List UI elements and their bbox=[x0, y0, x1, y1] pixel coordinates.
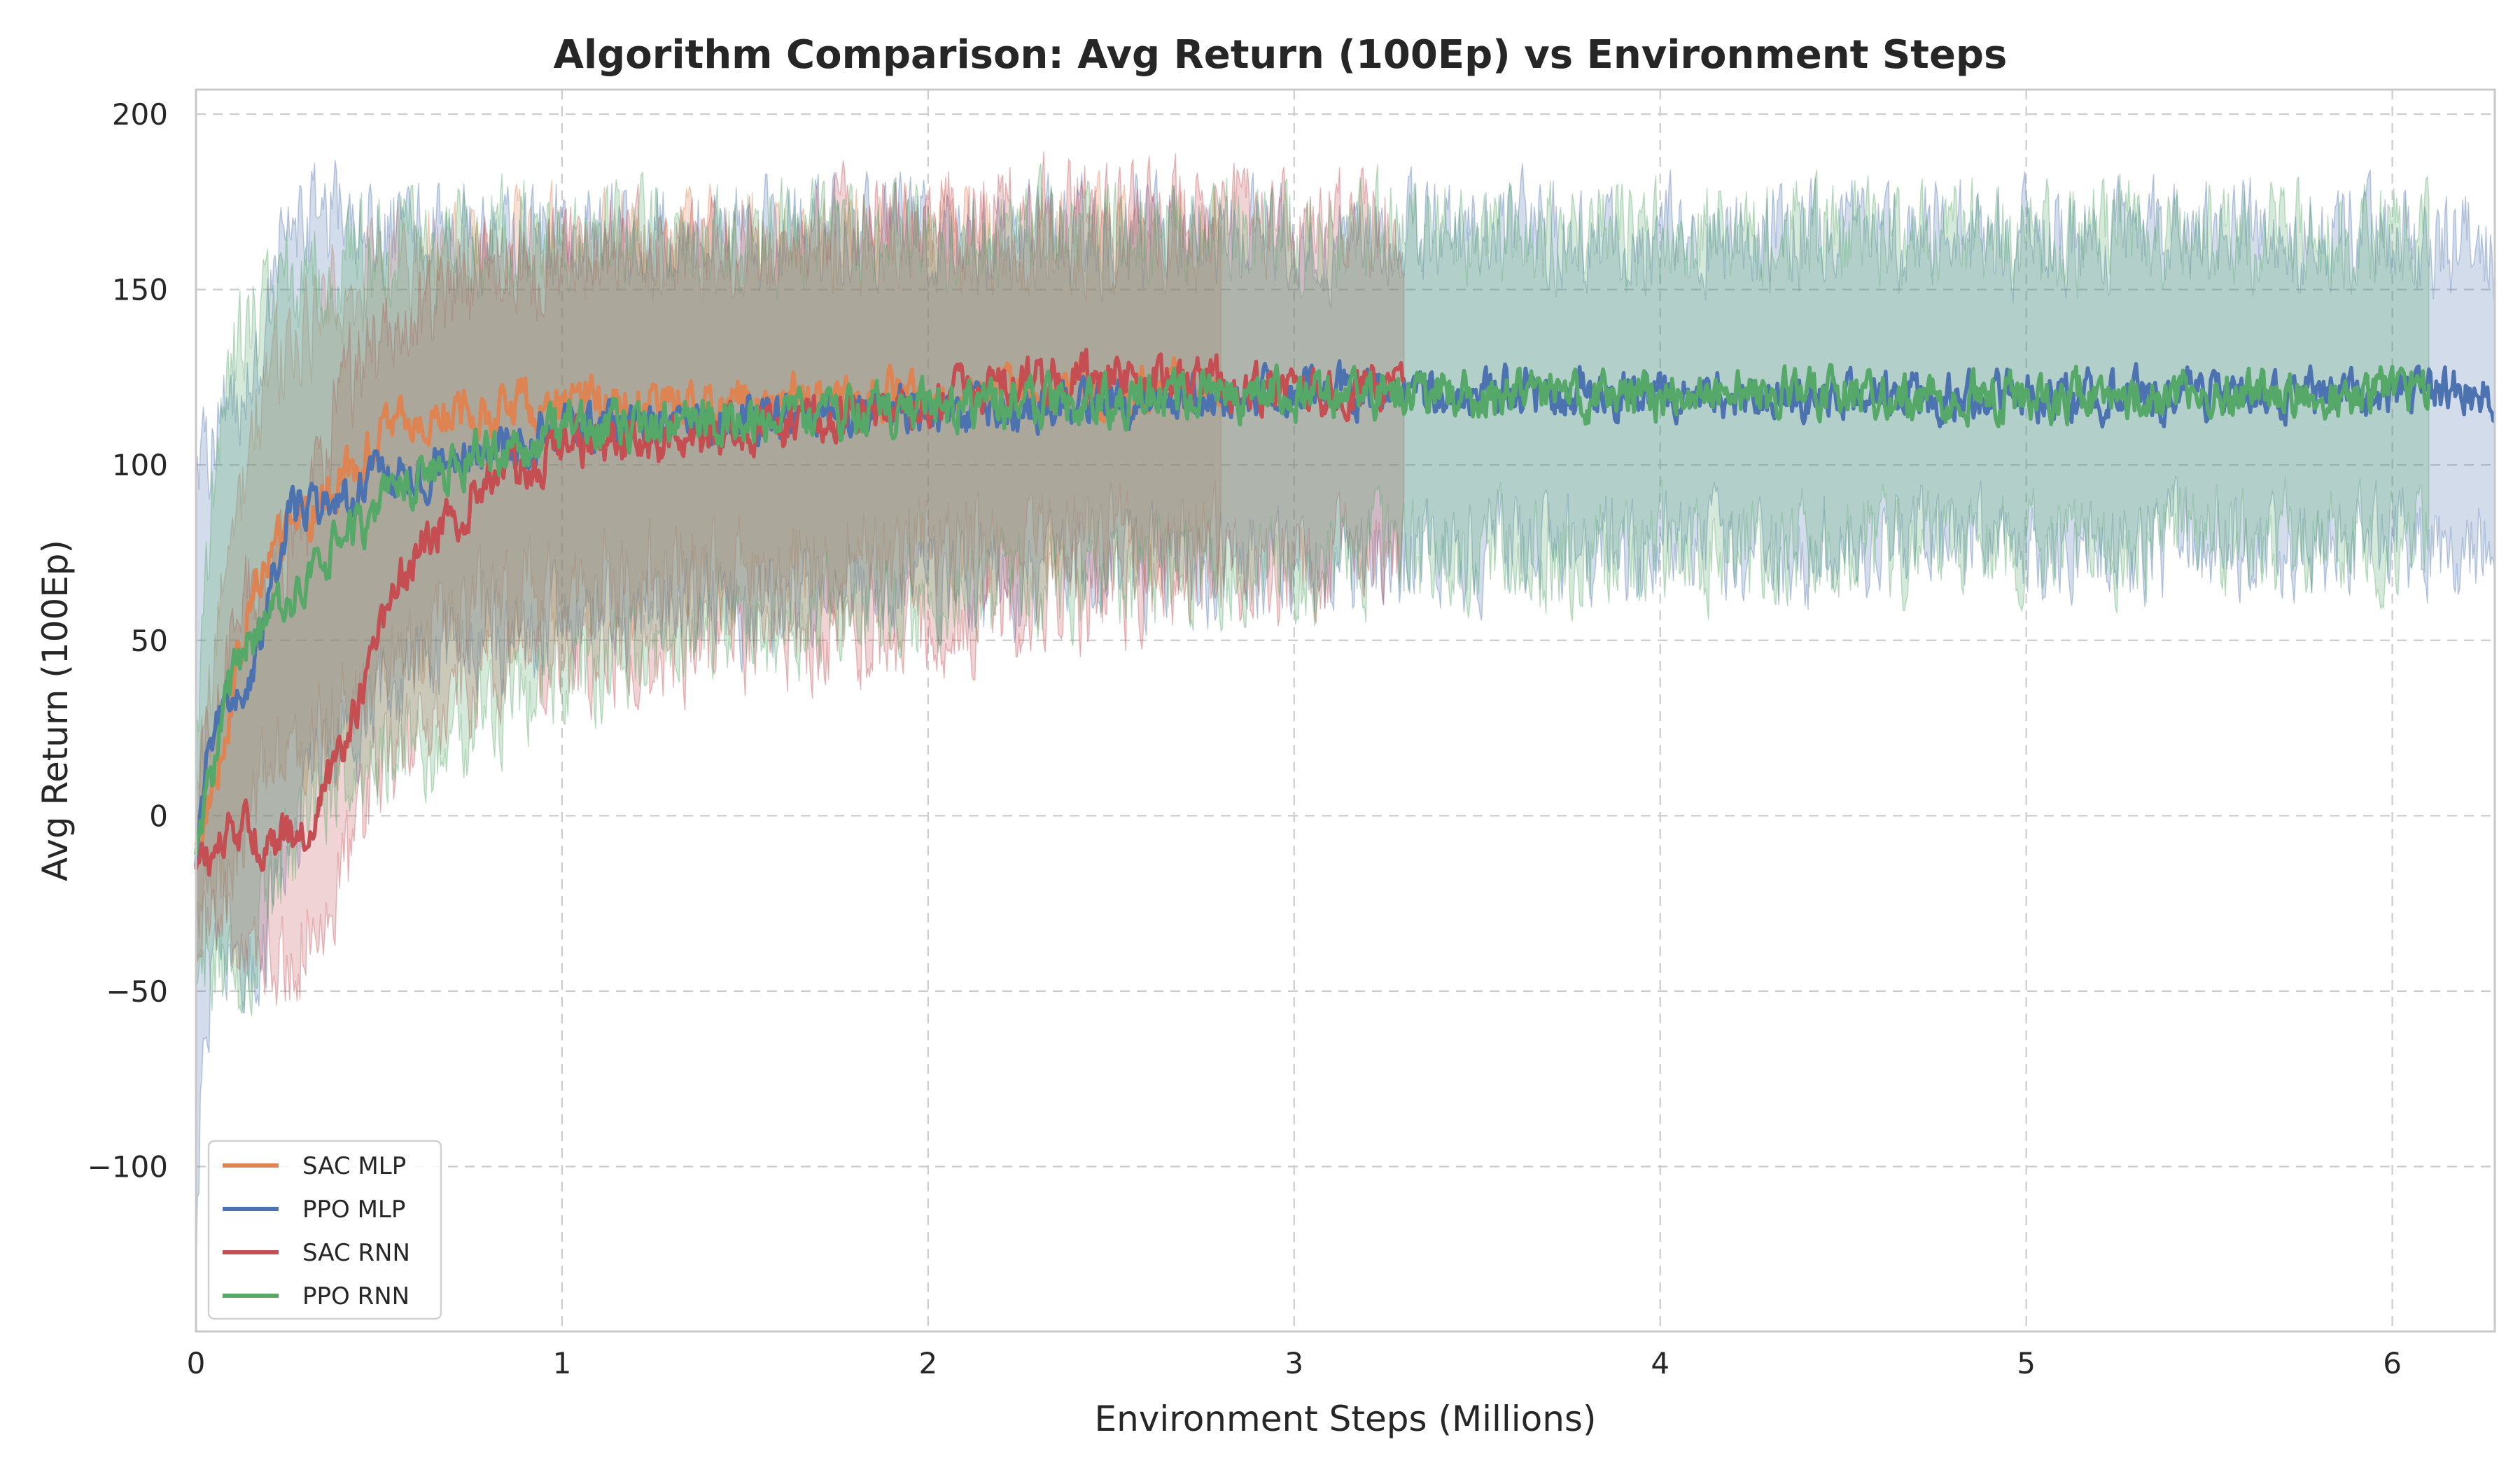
y-tick-label: 0 bbox=[149, 799, 168, 833]
confidence-band bbox=[195, 169, 1222, 948]
y-tick-label: −100 bbox=[88, 1149, 168, 1184]
legend-label: SAC RNN bbox=[302, 1239, 410, 1267]
series-line bbox=[194, 363, 2431, 855]
x-tick-label: 1 bbox=[553, 1346, 572, 1380]
x-tick-label: 3 bbox=[1284, 1346, 1303, 1380]
legend-box bbox=[207, 1140, 442, 1320]
x-tick-label: 4 bbox=[1651, 1346, 1670, 1380]
y-tick-label: 200 bbox=[112, 97, 168, 132]
plot-frame bbox=[195, 88, 2496, 1333]
series-lines bbox=[194, 347, 2496, 877]
confidence-band bbox=[195, 151, 1405, 1006]
x-tick-label: 6 bbox=[2383, 1346, 2402, 1380]
x-tick-label: 0 bbox=[187, 1346, 206, 1380]
y-tick-label: 50 bbox=[131, 624, 168, 658]
legend-label: PPO MLP bbox=[302, 1196, 405, 1224]
x-tick-labels: 0 1 2 3 4 5 6 bbox=[187, 1346, 2402, 1380]
x-tick-label: 2 bbox=[918, 1346, 937, 1380]
x-tick-label: 5 bbox=[2017, 1346, 2036, 1380]
x-axis-label: Environment Steps (Millions) bbox=[1095, 1399, 1597, 1439]
legend-label: PPO RNN bbox=[302, 1282, 410, 1310]
y-tick-label: 100 bbox=[112, 448, 168, 482]
y-tick-labels: −100 −50 0 50 100 150 200 bbox=[88, 97, 168, 1184]
y-axis-label: Avg Return (100Ep) bbox=[35, 540, 76, 881]
y-tick-label: 150 bbox=[112, 273, 168, 307]
legend-label: SAC MLP bbox=[302, 1152, 406, 1180]
chart-title: Algorithm Comparison: Avg Return (100Ep)… bbox=[554, 32, 2008, 78]
y-tick-label: −50 bbox=[106, 974, 168, 1009]
legend: SAC MLP PPO MLP SAC RNN PPO RNN bbox=[207, 1140, 442, 1320]
